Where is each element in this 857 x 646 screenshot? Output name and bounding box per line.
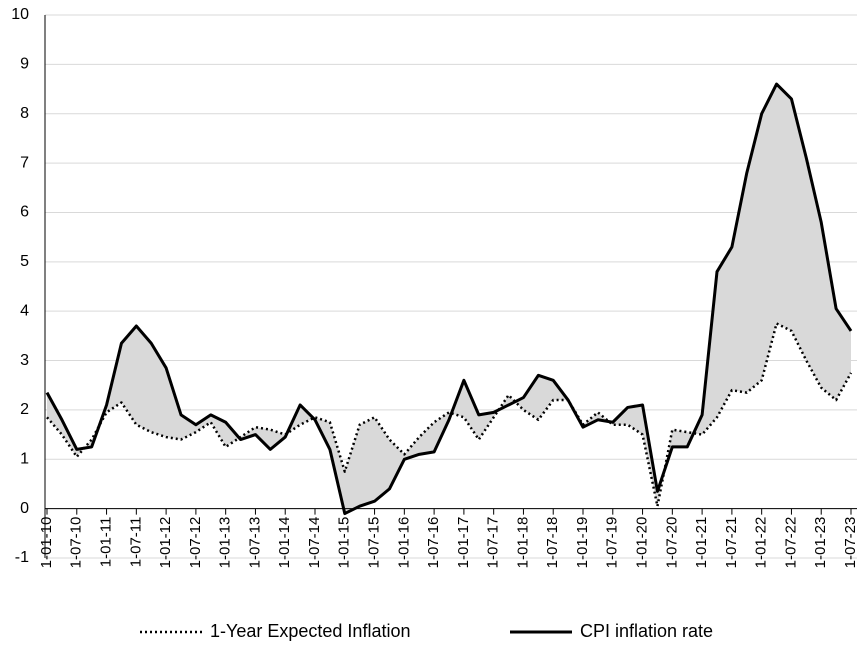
y-tick-label: 0 [20,500,29,517]
x-tick-label: 1-07-14 [306,517,323,569]
x-tick-label: 1-07-18 [544,517,561,569]
x-tick-label: 1-07-12 [187,517,204,569]
x-tick-label: 1-01-21 [693,517,710,569]
gap-fill [47,84,851,514]
y-tick-label: 8 [20,105,29,122]
x-tick-label: 1-07-13 [246,517,263,569]
x-tick-label: 1-07-19 [604,517,621,569]
x-tick-label: 1-07-17 [485,517,502,569]
x-tick-label: 1-01-23 [812,517,829,569]
x-tick-label: 1-01-22 [753,517,770,569]
y-tick-label: 9 [20,56,29,73]
x-tick-label: 1-07-15 [366,517,383,569]
x-tick-label: 1-01-18 [514,517,531,569]
series-line [46,322,853,508]
x-tick-label: 1-07-11 [127,517,144,568]
x-tick-label: 1-01-15 [336,517,353,569]
x-tick-label: 1-01-11 [98,517,115,568]
x-tick-label: 1-07-10 [68,517,85,569]
y-tick-label: 3 [20,352,29,369]
series-line [45,82,853,516]
x-tick-label: 1-01-12 [157,517,174,569]
x-tick-label: 1-01-16 [395,517,412,569]
legend-label: CPI inflation rate [580,621,713,641]
x-tick-label: 1-07-22 [782,517,799,569]
y-tick-label: 6 [20,204,29,221]
y-tick-label: 7 [20,154,29,171]
x-tick-label: 1-07-20 [663,517,680,569]
x-tick-label: 1-07-16 [425,517,442,569]
x-tick-label: 1-01-14 [276,517,293,569]
y-tick-label: 4 [20,302,29,319]
x-tick-label: 1-07-23 [842,517,857,569]
y-tick-label: 5 [20,253,29,270]
y-tick-label: 10 [11,6,29,23]
x-tick-label: 1-01-17 [455,517,472,569]
legend-label: 1-Year Expected Inflation [210,621,410,641]
x-tick-label: 1-01-13 [217,517,234,569]
x-tick-label: 1-01-20 [634,517,651,569]
y-tick-label: 2 [20,401,29,418]
x-tick-label: 1-01-19 [574,517,591,569]
x-tick-label: 1-07-21 [723,517,740,569]
y-tick-label: -1 [15,549,29,566]
x-tick-label: 1-01-10 [38,517,55,569]
y-tick-label: 1 [20,450,29,467]
